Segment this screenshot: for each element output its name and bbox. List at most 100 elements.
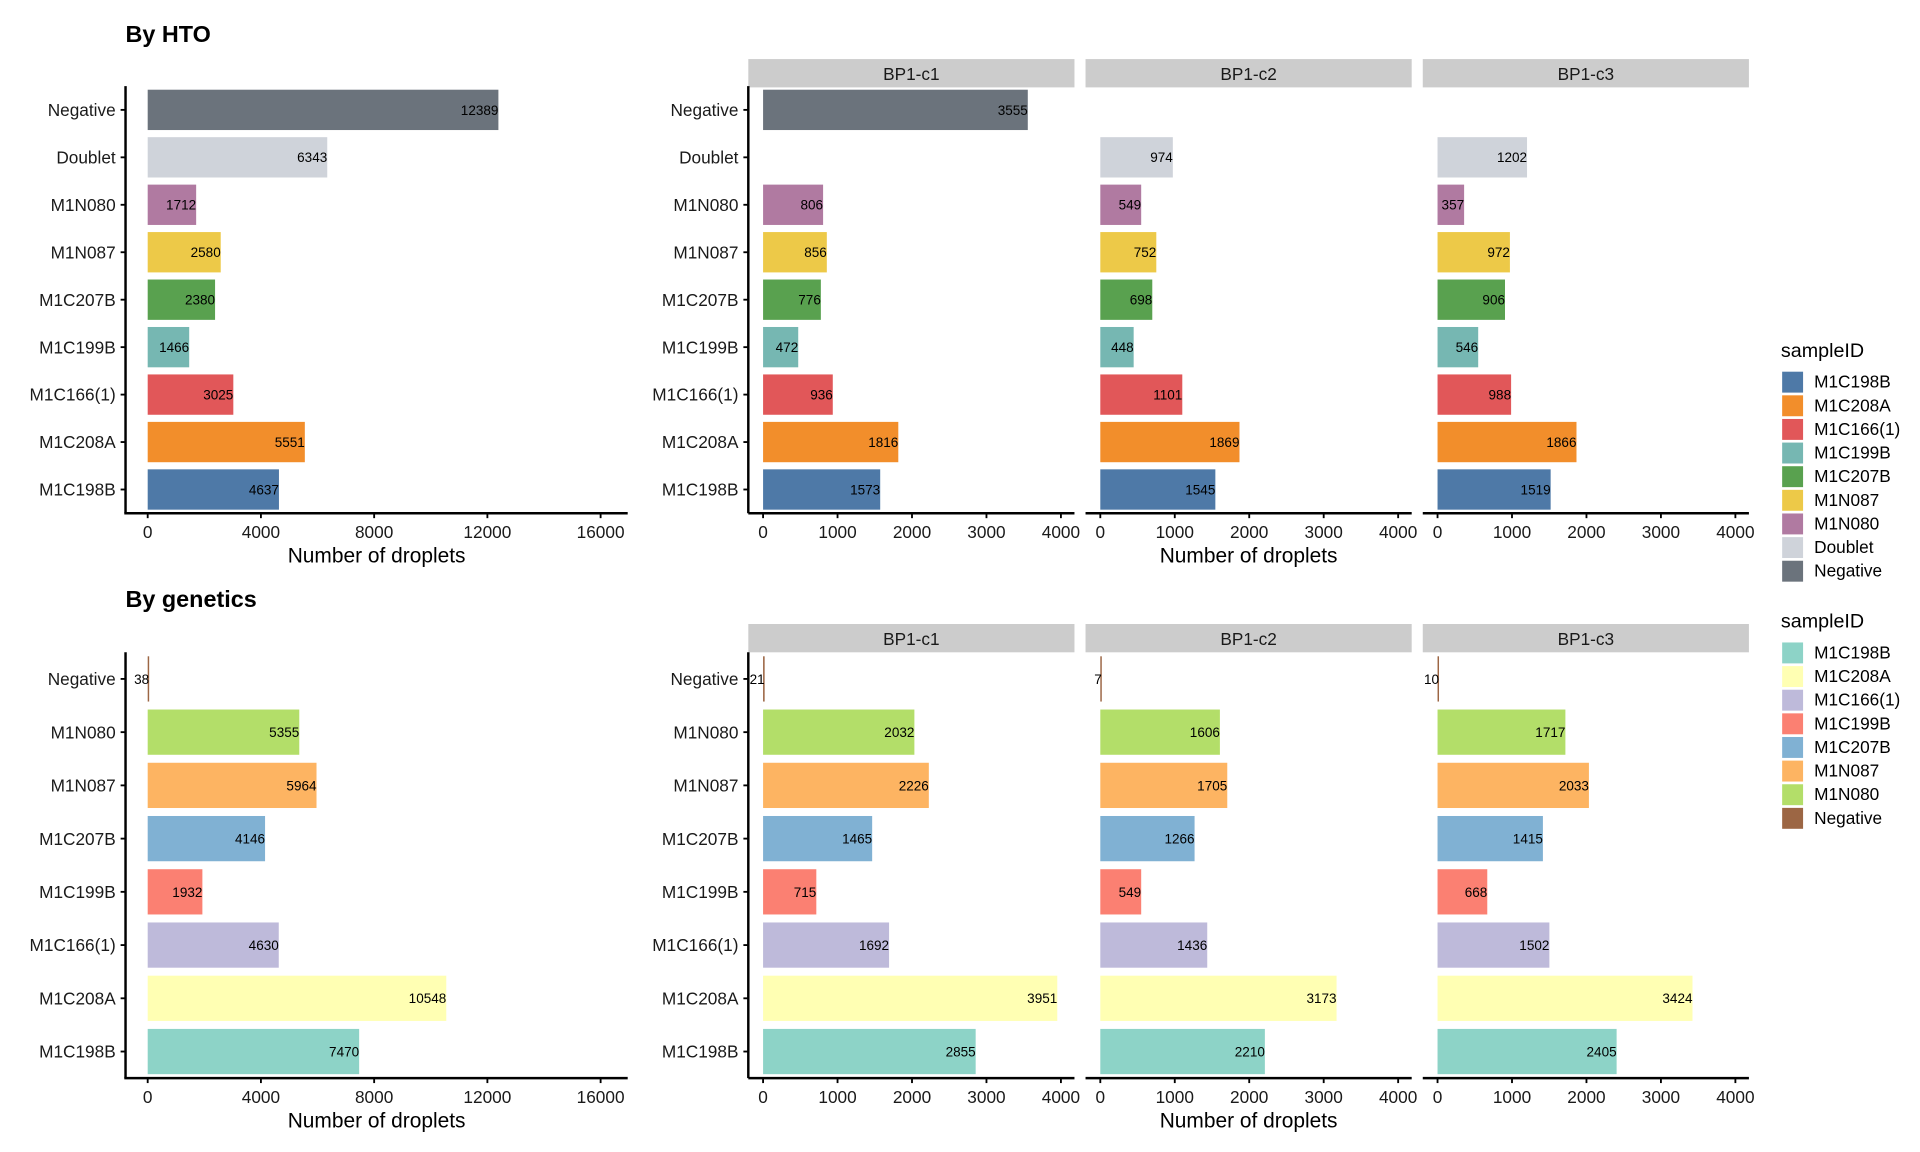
x-tick-label: 12000 bbox=[463, 1087, 511, 1107]
x-tick-label: 4000 bbox=[1042, 1087, 1080, 1107]
bar-m1c208a bbox=[1100, 975, 1337, 1021]
facet-strip bbox=[1085, 624, 1412, 653]
y-tick-label: M1N080 bbox=[51, 195, 116, 215]
facet-panel-bp1-c1: BP1-c1 Negative M1N080 M1N087 M1C207B M1C199B… bbox=[652, 624, 1080, 1107]
x-tick-label: 0 bbox=[758, 1087, 768, 1107]
data-label: 1606 bbox=[1190, 725, 1220, 740]
data-label: 12389 bbox=[461, 103, 499, 118]
legend-swatch bbox=[1782, 395, 1804, 417]
x-tick-label: 1000 bbox=[818, 522, 856, 542]
x-tick-label: 0 bbox=[1433, 522, 1443, 542]
y-tick-label: M1C199B bbox=[39, 882, 116, 902]
bar-m1c1661 bbox=[1437, 374, 1512, 415]
bar-m1c199b bbox=[1100, 326, 1134, 368]
bar-m1n080 bbox=[763, 184, 824, 225]
legend-label: M1C207B bbox=[1814, 737, 1891, 757]
x-tick-label: 4000 bbox=[1042, 522, 1080, 542]
legend-swatch bbox=[1782, 784, 1804, 806]
data-label: 1465 bbox=[842, 832, 872, 847]
x-tick-label: 1000 bbox=[1156, 1087, 1194, 1107]
x-tick-label: 0 bbox=[1433, 1087, 1443, 1107]
y-tick-label: Negative bbox=[48, 100, 116, 120]
bar-m1c199b bbox=[1437, 869, 1488, 915]
y-tick-label: Negative bbox=[48, 669, 116, 689]
genetics-row: By genetics Negative M1N080 M1N087 M1C207B M1… bbox=[30, 586, 1901, 1133]
x-tick-label: 3000 bbox=[967, 1087, 1005, 1107]
bar-m1c199b bbox=[763, 326, 799, 368]
x-axis-title: Number of droplets bbox=[288, 1109, 466, 1132]
x-axis-title: Number of droplets bbox=[1160, 1109, 1338, 1132]
bar-m1n080 bbox=[147, 709, 300, 755]
data-label: 776 bbox=[798, 293, 821, 308]
data-label: 2032 bbox=[884, 725, 914, 740]
x-tick-label: 1000 bbox=[1493, 1087, 1531, 1107]
x-tick-label: 3000 bbox=[1642, 522, 1680, 542]
x-tick-label: 0 bbox=[143, 1087, 153, 1107]
bar-negative bbox=[147, 89, 499, 131]
y-tick-label: M1C166(1) bbox=[30, 385, 116, 405]
bar-m1c208a bbox=[763, 975, 1058, 1021]
data-label: 3424 bbox=[1662, 991, 1693, 1006]
y-tick-label: M1C199B bbox=[39, 337, 116, 357]
legend-label: M1C199B bbox=[1814, 713, 1891, 733]
data-label: 5551 bbox=[275, 435, 305, 450]
bar-m1n087 bbox=[147, 232, 221, 273]
y-tick-label: M1C207B bbox=[39, 290, 116, 310]
data-label: 448 bbox=[1111, 340, 1134, 355]
data-label: 7470 bbox=[329, 1044, 359, 1059]
facet-panel-bp1-c2: BP1-c2 0 1000 2000 3000 4000 Number of droplet… bbox=[1085, 59, 1417, 567]
bar-m1c198b bbox=[1437, 1028, 1617, 1075]
data-label: 1717 bbox=[1535, 725, 1565, 740]
facet-strip bbox=[1085, 59, 1412, 88]
data-label: 10548 bbox=[409, 991, 447, 1006]
legend-label: M1N087 bbox=[1814, 761, 1879, 781]
bar-m1n087 bbox=[1100, 762, 1228, 809]
x-tick-label: 2000 bbox=[1230, 522, 1268, 542]
bar-m1c208a bbox=[1100, 421, 1240, 463]
data-label: 7 bbox=[1094, 672, 1102, 687]
bar-m1c1661 bbox=[1437, 922, 1550, 968]
y-tick-label: M1C166(1) bbox=[652, 385, 738, 405]
legend-label: M1C207B bbox=[1814, 466, 1891, 486]
y-tick-label: M1C198B bbox=[662, 480, 739, 500]
data-label: 357 bbox=[1442, 198, 1465, 213]
legend-label: M1C198B bbox=[1814, 642, 1891, 662]
bar-m1c198b bbox=[1100, 469, 1216, 510]
x-tick-label: 1000 bbox=[1493, 522, 1531, 542]
bar-m1n080 bbox=[1437, 184, 1465, 225]
data-label: 752 bbox=[1134, 245, 1157, 260]
data-label: 806 bbox=[801, 198, 824, 213]
bar-m1n087 bbox=[1100, 232, 1157, 273]
y-tick-label: Negative bbox=[670, 669, 738, 689]
bar-m1n087 bbox=[763, 762, 929, 809]
data-label: 1932 bbox=[172, 885, 202, 900]
y-tick-label: M1C207B bbox=[662, 829, 739, 849]
data-label: 4630 bbox=[249, 938, 279, 953]
facet-strip-label: BP1-c3 bbox=[1558, 629, 1614, 649]
legend-swatch bbox=[1782, 736, 1804, 758]
bar-doublet bbox=[147, 137, 328, 178]
bar-negative bbox=[1100, 656, 1102, 702]
data-label: 3025 bbox=[203, 388, 233, 403]
y-tick-label: M1N087 bbox=[51, 242, 116, 262]
data-label: 1869 bbox=[1209, 435, 1239, 450]
data-label: 38 bbox=[134, 672, 149, 687]
x-tick-label: 8000 bbox=[355, 522, 393, 542]
bar-m1c199b bbox=[147, 869, 203, 915]
x-tick-label: 2000 bbox=[893, 522, 931, 542]
bar-m1n087 bbox=[1437, 232, 1510, 273]
data-label: 715 bbox=[794, 885, 817, 900]
x-tick-label: 0 bbox=[758, 522, 768, 542]
legend-label: M1N080 bbox=[1814, 513, 1879, 533]
legend-swatch bbox=[1782, 489, 1804, 511]
y-tick-label: M1C198B bbox=[39, 1042, 116, 1062]
legend-swatch bbox=[1782, 537, 1804, 559]
data-label: 698 bbox=[1130, 293, 1153, 308]
legend-swatch bbox=[1782, 689, 1804, 711]
facet-panel-bp1-c3: BP1-c3 0 1000 2000 3000 4000 1202 357 972 906 546 9… bbox=[1422, 59, 1755, 542]
legend-label: M1C166(1) bbox=[1814, 419, 1900, 439]
legend-title: sampleID bbox=[1781, 340, 1864, 362]
bar-m1c1661 bbox=[763, 922, 890, 968]
x-tick-label: 3000 bbox=[967, 522, 1005, 542]
